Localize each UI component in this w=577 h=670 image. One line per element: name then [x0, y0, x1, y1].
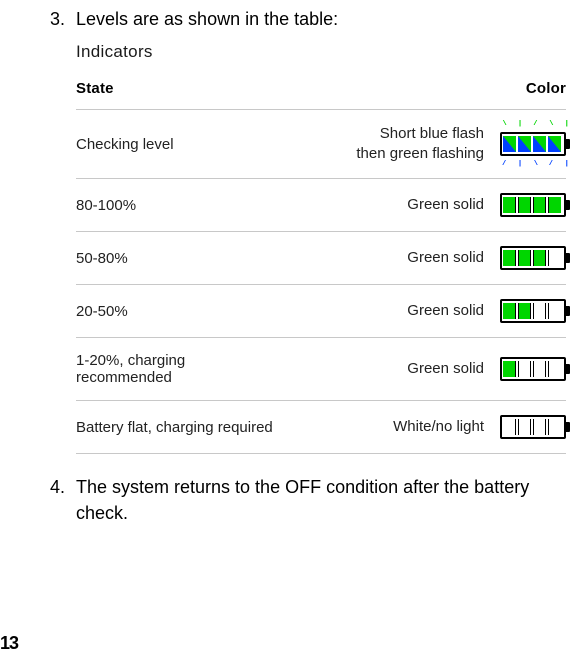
battery-icon — [500, 415, 566, 439]
icon-cell — [484, 401, 566, 454]
table-row: Checking level Short blue flash then gre… — [76, 110, 566, 179]
table-row: 80-100% Green solid — [76, 179, 566, 232]
state-cell: 80-100% — [76, 179, 276, 232]
battery-icon — [500, 299, 566, 323]
list-text-3: Levels are as shown in the table: — [76, 6, 338, 32]
col-state: State — [76, 80, 276, 110]
desc-cell: Green solid — [276, 232, 484, 285]
desc-line1: Short blue flash — [380, 125, 484, 142]
battery-icon — [500, 246, 566, 270]
page-number: 13 — [0, 633, 18, 654]
desc-cell: Green solid — [276, 285, 484, 338]
desc-cell: Green solid — [276, 338, 484, 401]
desc-cell: White/no light — [276, 401, 484, 454]
state-cell: Checking level — [76, 110, 276, 179]
desc-cell: Green solid — [276, 179, 484, 232]
list-text-4: The system returns to the OFF condition … — [76, 474, 536, 526]
table-row: 50-80% Green solid — [76, 232, 566, 285]
icon-cell — [484, 285, 566, 338]
state-cell: 20-50% — [76, 285, 276, 338]
battery-icon — [500, 132, 566, 156]
flash-rays-bottom-icon: / | \ / | \ / | \ / | \ — [502, 160, 568, 168]
state-cell: Battery flat, charging required — [76, 401, 276, 454]
table-row: 1-20%, charging recommended Green solid — [76, 338, 566, 401]
list-number-3: 3. — [50, 6, 76, 32]
list-number-4: 4. — [50, 474, 76, 500]
icon-cell — [484, 232, 566, 285]
icon-cell — [484, 179, 566, 232]
indicators-heading: Indicators — [76, 42, 557, 62]
table-row: Battery flat, charging required White/no… — [76, 401, 566, 454]
flash-rays-top-icon: \ | / \ | / \ | / \ | / — [502, 120, 568, 128]
state-cell: 50-80% — [76, 232, 276, 285]
icon-cell: \ | / \ | / \ | / \ | / / | \ / | \ / | … — [484, 110, 566, 179]
col-color: Color — [484, 80, 566, 110]
desc-line2: then green flashing — [356, 145, 484, 162]
indicators-table: State Color Checking level Short blue fl… — [76, 80, 566, 454]
state-cell: 1-20%, charging recommended — [76, 338, 276, 401]
col-spacer — [276, 80, 484, 110]
battery-icon — [500, 357, 566, 381]
icon-cell — [484, 338, 566, 401]
desc-cell: Short blue flash then green flashing — [276, 110, 484, 179]
table-row: 20-50% Green solid — [76, 285, 566, 338]
battery-icon — [500, 193, 566, 217]
